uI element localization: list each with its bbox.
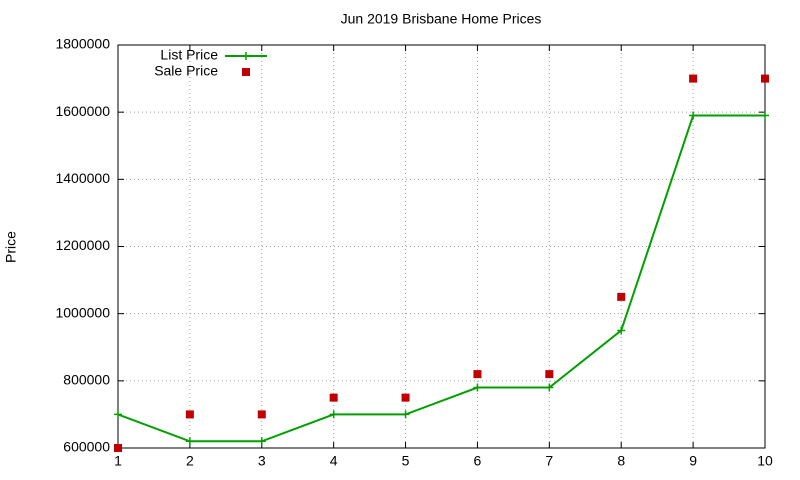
x-tick-label: 9: [689, 453, 697, 469]
legend-label: List Price: [160, 47, 218, 63]
data-point: [473, 370, 482, 379]
data-point: [689, 111, 698, 120]
data-point: [761, 111, 769, 120]
data-point: [257, 437, 266, 446]
plot-border: [117, 44, 766, 449]
x-tick-label: 6: [474, 453, 482, 469]
data-point: [401, 393, 410, 402]
data-point: [257, 410, 266, 419]
x-tick-label: 2: [186, 453, 194, 469]
chart-title: Jun 2019 Brisbane Home Prices: [341, 11, 542, 27]
legend-marker: [242, 52, 250, 60]
data-point: [617, 292, 626, 301]
legend-marker: [242, 68, 250, 76]
data-point: [329, 410, 338, 419]
x-tick-label: 4: [330, 453, 338, 469]
data-point: [545, 383, 554, 392]
y-tick-label: 1200000: [55, 237, 110, 253]
legend-label: Sale Price: [154, 63, 218, 79]
y-tick-label: 1000000: [55, 304, 110, 320]
x-tick-label: 10: [757, 453, 773, 469]
x-tick-label: 8: [617, 453, 625, 469]
y-tick-label: 800000: [63, 372, 110, 388]
y-tick-label: 600000: [63, 439, 110, 455]
x-tick-label: 1: [114, 453, 122, 469]
x-tick-label: 5: [402, 453, 410, 469]
data-point: [545, 370, 554, 379]
data-point: [617, 326, 626, 335]
x-tick-label: 7: [545, 453, 553, 469]
data-point: [329, 393, 338, 402]
series-line: [117, 114, 765, 443]
y-tick-label: 1800000: [55, 36, 110, 52]
y-axis-label: Price: [3, 231, 19, 263]
data-point: [689, 74, 698, 83]
data-point: [185, 410, 194, 419]
data-point: [761, 74, 769, 83]
y-tick-label: 1400000: [55, 170, 110, 186]
y-tick-label: 1600000: [55, 103, 110, 119]
x-tick-label: 3: [258, 453, 266, 469]
data-point: [401, 410, 410, 419]
data-point: [473, 383, 482, 392]
data-point: [185, 437, 194, 446]
data-point: [114, 444, 122, 452]
data-point: [114, 410, 122, 419]
